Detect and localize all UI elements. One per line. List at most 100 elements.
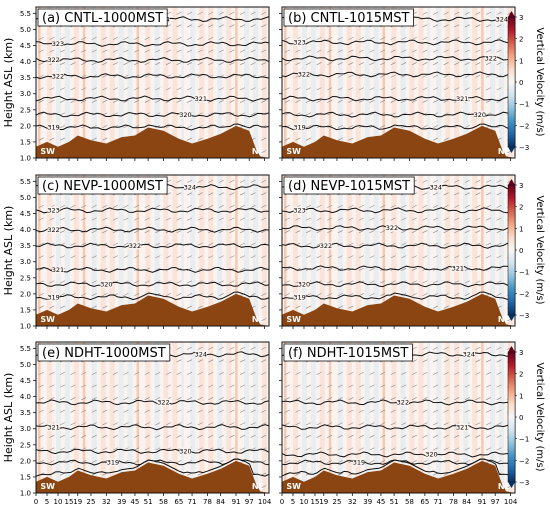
wind-barb bbox=[134, 434, 140, 438]
y-tick-label: 2.0 bbox=[20, 122, 31, 130]
x-tick-label: 97 bbox=[491, 498, 500, 506]
wind-barb bbox=[305, 255, 312, 259]
wind-barb bbox=[464, 74, 470, 78]
wind-barb bbox=[208, 36, 214, 40]
contour-label-bg bbox=[462, 350, 475, 358]
theta-contour-323 bbox=[36, 41, 269, 48]
wind-barb bbox=[144, 99, 150, 103]
wind-barb bbox=[239, 11, 246, 15]
wind-barb bbox=[59, 112, 66, 116]
wind-barb bbox=[91, 217, 97, 221]
wind-barb bbox=[443, 409, 449, 413]
wind-barb bbox=[218, 384, 224, 388]
wind-barb bbox=[123, 99, 129, 103]
wind-barb bbox=[165, 409, 171, 413]
wind-barb bbox=[81, 447, 87, 451]
wind-barb bbox=[369, 447, 375, 451]
theta-contour-323 bbox=[282, 207, 515, 214]
contour-label: 323 bbox=[47, 207, 59, 215]
wind-barb bbox=[411, 242, 417, 246]
wind-barb bbox=[123, 62, 129, 66]
wind-barb bbox=[316, 293, 322, 297]
wind-barb bbox=[81, 434, 87, 438]
wind-barb bbox=[81, 74, 87, 78]
wind-barb bbox=[496, 371, 502, 375]
wind-barb bbox=[369, 49, 375, 53]
wind-barb bbox=[327, 49, 333, 53]
wind-barb bbox=[485, 36, 492, 40]
wind-barb bbox=[208, 293, 214, 297]
wind-barb bbox=[327, 460, 333, 464]
wind-barb bbox=[261, 11, 267, 15]
terrain-label-ne: NE bbox=[498, 482, 510, 491]
wind-barb bbox=[239, 99, 246, 103]
y-tick-label: 1.0 bbox=[20, 155, 31, 163]
wind-barb bbox=[369, 36, 375, 40]
wind-barb bbox=[59, 125, 66, 129]
x-tick-label: 15 bbox=[65, 498, 74, 506]
wind-barb bbox=[239, 204, 246, 208]
wind-barb bbox=[70, 204, 76, 208]
wind-barb bbox=[176, 192, 182, 196]
wind-barb bbox=[305, 371, 312, 375]
wind-barb bbox=[443, 267, 449, 271]
wind-barb bbox=[261, 293, 267, 297]
wind-barb bbox=[369, 255, 375, 259]
velocity-stripe bbox=[208, 7, 214, 158]
theta-contour-321 bbox=[36, 424, 269, 431]
wind-barb bbox=[496, 359, 502, 363]
panel-title: (c) NEVP-1000MST bbox=[42, 179, 163, 194]
wind-barb bbox=[475, 346, 481, 350]
wind-barb bbox=[123, 447, 129, 451]
wind-barb bbox=[496, 230, 502, 234]
wind-barb bbox=[411, 280, 417, 284]
wind-barb bbox=[316, 255, 322, 259]
wind-barb bbox=[464, 359, 470, 363]
wind-barb bbox=[284, 371, 290, 375]
wind-barb bbox=[49, 280, 55, 284]
wind-barb bbox=[485, 99, 492, 103]
colorbar-1: 3 2 1 0 −1 −2 −3 Vertical Velocity (m/s) bbox=[507, 179, 545, 321]
wind-barb bbox=[295, 230, 301, 234]
wind-barb bbox=[134, 293, 140, 297]
wind-barb bbox=[165, 217, 171, 221]
velocity-stripe bbox=[199, 7, 205, 158]
velocity-stripe bbox=[382, 7, 386, 158]
colorbar-label: Vertical Velocity (m/s) bbox=[534, 195, 545, 304]
wind-barb bbox=[38, 280, 44, 284]
contour-label: 321 bbox=[456, 423, 468, 431]
theta-contour-319 bbox=[282, 123, 515, 131]
wind-barb bbox=[327, 384, 333, 388]
velocity-stripe bbox=[337, 175, 343, 326]
velocity-stripe bbox=[235, 175, 238, 326]
wind-barb bbox=[485, 112, 492, 116]
wind-barb bbox=[102, 409, 108, 413]
wind-barb bbox=[401, 217, 407, 221]
wind-barb bbox=[411, 267, 417, 271]
wind-barb bbox=[358, 87, 364, 91]
wind-barb bbox=[239, 24, 246, 28]
wind-barb bbox=[155, 242, 161, 246]
wind-barb bbox=[250, 242, 256, 246]
wind-barb bbox=[218, 409, 224, 413]
wind-barb bbox=[390, 434, 396, 438]
wind-barb bbox=[70, 49, 76, 53]
contour-label-bg bbox=[293, 293, 306, 301]
velocity-stripe bbox=[154, 7, 160, 158]
velocity-stripe bbox=[355, 175, 361, 326]
y-tick-label: 3.5 bbox=[20, 409, 31, 417]
wind-barb bbox=[187, 359, 193, 363]
wind-barb bbox=[197, 447, 203, 451]
x-tick-label: 39 bbox=[363, 498, 372, 506]
wind-barb bbox=[134, 409, 140, 413]
wind-barb bbox=[475, 280, 481, 284]
wind-barb bbox=[443, 397, 449, 401]
wind-barb bbox=[197, 371, 203, 375]
x-tick-label: 19 bbox=[319, 498, 328, 506]
velocity-stripe bbox=[109, 175, 115, 326]
wind-barb bbox=[59, 230, 66, 234]
wind-barb bbox=[197, 409, 203, 413]
wind-barb bbox=[49, 49, 55, 53]
wind-barb bbox=[229, 371, 235, 375]
y-tick-label: 5.5 bbox=[20, 345, 31, 353]
